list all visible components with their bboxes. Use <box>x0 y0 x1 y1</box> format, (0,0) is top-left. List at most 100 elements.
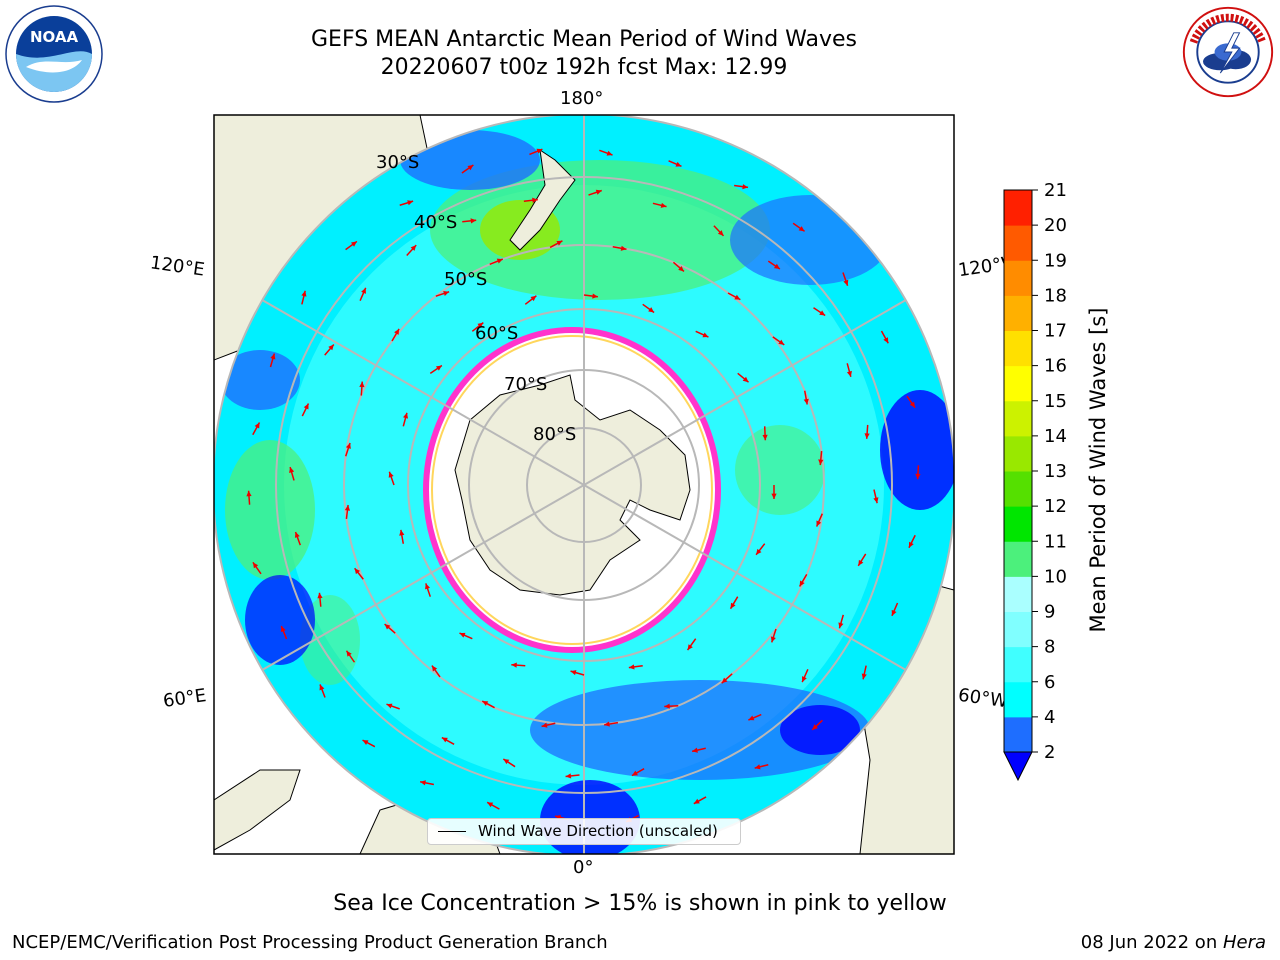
nws-logo-icon <box>1181 5 1275 99</box>
wind-wave-arrow <box>693 796 707 805</box>
wind-wave-arrow <box>599 149 613 156</box>
wind-wave-arrow <box>406 244 417 256</box>
wind-wave-arrow <box>864 424 870 439</box>
wind-wave-arrow <box>713 225 725 237</box>
wind-wave-arrow <box>652 202 667 208</box>
wind-wave-arrow <box>524 295 537 305</box>
wind-wave-arrow <box>672 261 685 273</box>
wind-wave-arrow <box>664 703 679 709</box>
wind-wave-arrow <box>695 330 709 338</box>
wind-wave-arrow <box>815 513 823 527</box>
wind-wave-arrow <box>549 240 563 249</box>
footer-date: 08 Jun 2022 on Hera <box>1081 932 1266 953</box>
wind-wave-arrow <box>612 245 627 251</box>
noaa-logo-icon: NOAA <box>5 5 103 103</box>
wind-wave-arrow <box>441 736 455 745</box>
wind-wave-arrow <box>734 184 749 190</box>
wind-wave-arrow <box>252 422 261 436</box>
wind-wave-arrow <box>431 665 441 678</box>
wind-wave-arrow <box>813 307 826 317</box>
wave-period-high-indian <box>225 440 315 580</box>
wind-wave-arrow <box>462 218 477 224</box>
wind-wave-arrow <box>792 222 806 232</box>
wind-wave-arrow <box>762 426 768 441</box>
wind-wave-arrow <box>280 625 288 640</box>
wind-wave-arrow <box>425 583 431 597</box>
graticule <box>214 115 954 854</box>
colorbar-label: Mean Period of Wind Waves [s] <box>1086 307 1110 633</box>
wind-wave-arrow <box>772 336 785 346</box>
wind-wave-arrow <box>429 364 443 374</box>
wind-wave-arrow <box>748 713 762 721</box>
wind-wave-arrow <box>915 465 921 480</box>
sea-ice-note: Sea Ice Concentration > 15% is shown in … <box>333 891 947 916</box>
wind-wave-arrow <box>294 531 302 546</box>
wind-wave-arrow <box>402 412 409 427</box>
wind-wave-arrow <box>642 303 655 314</box>
wind-wave-arrow <box>565 773 580 779</box>
footer-credit: NCEP/EMC/Verification Post Processing Pr… <box>12 932 608 953</box>
wind-wave-arrow <box>359 381 365 396</box>
wind-wave-arrow <box>811 719 823 731</box>
wind-wave-arrow <box>842 272 849 286</box>
wind-wave-arrow <box>523 197 538 203</box>
figure-subtitle-run-info: 20220607 t00z 192h fcst Max: 12.99 <box>380 55 788 80</box>
footer-date-text: 08 Jun 2022 on <box>1080 932 1223 953</box>
wind-wave-arrow <box>803 390 809 405</box>
lat-label-50s: 50°S <box>444 269 488 290</box>
wind-wave-arrow <box>388 471 395 486</box>
wind-wave-arrow <box>754 764 769 770</box>
wind-wave-direction-arrows <box>246 148 921 823</box>
wind-wave-arrow <box>486 801 500 810</box>
wind-wave-arrow <box>873 489 879 504</box>
wind-wave-arrow <box>798 574 808 587</box>
wind-wave-arrow <box>345 650 356 663</box>
wind-wave-arrow <box>319 684 326 698</box>
wind-wave-arrow <box>301 403 310 417</box>
wind-wave-arrow <box>771 485 777 499</box>
wind-wave-arrow <box>461 164 474 174</box>
wind-wave-arrow <box>511 662 526 668</box>
wind-wave-arrow <box>435 290 450 297</box>
map-frame <box>213 114 955 855</box>
wind-wave-arrow <box>269 353 276 368</box>
wind-wave-arrow <box>459 632 473 640</box>
wind-wave-arrow <box>354 567 364 580</box>
wind-wave-arrow <box>838 614 845 629</box>
wind-wave-arrow <box>729 596 739 610</box>
wind-wave-arrow <box>861 665 867 680</box>
wind-wave-arrow <box>767 260 781 270</box>
legend: Wind Wave Direction (unscaled) <box>427 818 741 845</box>
figure-title: GEFS MEAN Antarctic Mean Period of Wind … <box>311 27 857 52</box>
footer-machine: Hera <box>1222 932 1266 953</box>
wind-wave-arrow <box>362 739 376 748</box>
wind-wave-arrow <box>541 722 556 728</box>
wind-wave-arrow <box>906 395 916 409</box>
wind-wave-arrow <box>359 287 367 301</box>
wind-wave-arrow <box>570 670 585 676</box>
wind-wave-arrow <box>721 673 733 684</box>
wind-wave-arrow <box>481 700 495 709</box>
wind-wave-arrow <box>770 628 777 643</box>
wind-wave-arrow <box>246 490 252 505</box>
lon-label-180: 180° <box>560 88 604 109</box>
wind-wave-arrow <box>880 330 889 344</box>
wind-wave-arrow <box>301 290 307 305</box>
wind-wave-arrow <box>818 451 824 466</box>
wind-wave-arrow <box>668 160 682 168</box>
lat-label-70s: 70°S <box>504 374 548 395</box>
wind-wave-arrow <box>345 240 358 251</box>
wind-wave-arrow <box>755 543 766 556</box>
wind-wave-arrow <box>289 466 295 481</box>
wind-wave-arrow <box>391 328 400 342</box>
wind-wave-arrow <box>603 721 619 727</box>
wind-wave-arrow <box>588 189 603 196</box>
wind-wave-arrow <box>419 780 435 786</box>
wind-wave-arrow <box>857 553 867 567</box>
wind-wave-arrow <box>691 747 706 753</box>
legend-line-swatch <box>438 831 466 832</box>
noaa-logo-text: NOAA <box>30 28 79 46</box>
antarctica-land <box>454 374 691 596</box>
wind-wave-arrow <box>737 372 750 383</box>
